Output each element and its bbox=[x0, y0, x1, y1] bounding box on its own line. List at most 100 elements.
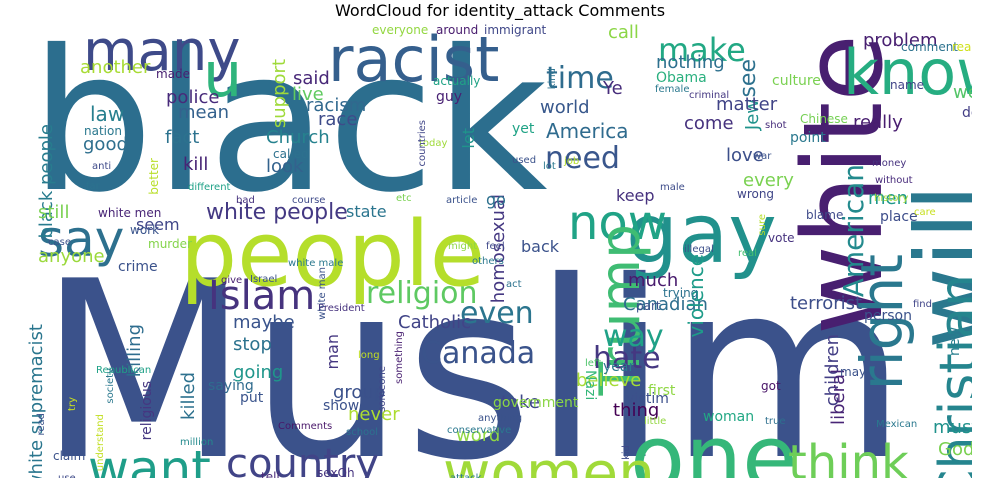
cloud-word: countries bbox=[417, 120, 428, 167]
cloud-word: men bbox=[868, 188, 909, 209]
cloud-word: find bbox=[913, 299, 932, 310]
cloud-word: thing bbox=[613, 400, 660, 421]
word-cloud: black Muslim people one white gay will racist wa… bbox=[28, 24, 972, 478]
cloud-word: know bbox=[843, 36, 972, 109]
cloud-word: well bbox=[953, 82, 972, 103]
cloud-word: called bbox=[273, 147, 309, 161]
cloud-word: Comments bbox=[278, 421, 333, 432]
cloud-word: bad bbox=[236, 195, 255, 206]
cloud-word: seem bbox=[136, 215, 180, 234]
cloud-word: case bbox=[48, 237, 71, 248]
cloud-word: comment bbox=[901, 40, 959, 54]
cloud-word: without bbox=[875, 175, 913, 186]
cloud-word: good bbox=[83, 134, 128, 155]
cloud-word: immigrant bbox=[484, 24, 547, 37]
cloud-word: come bbox=[684, 113, 734, 134]
cloud-word: every bbox=[743, 170, 794, 191]
cloud-word: used bbox=[512, 155, 537, 166]
cloud-word: long bbox=[358, 350, 380, 361]
cloud-word: Republican bbox=[96, 365, 152, 376]
cloud-word: look bbox=[266, 156, 304, 177]
cloud-word: support bbox=[269, 59, 290, 129]
cloud-word: gay bbox=[626, 187, 777, 282]
cloud-word: yet bbox=[512, 121, 535, 137]
cloud-word: going bbox=[233, 362, 284, 383]
cloud-word: conservative bbox=[447, 425, 512, 436]
cloud-word: woman bbox=[703, 409, 755, 425]
cloud-word: problem bbox=[863, 30, 938, 51]
cloud-word: God bbox=[938, 439, 972, 460]
cloud-word: nothing bbox=[656, 52, 725, 73]
cloud-word: victim bbox=[626, 391, 669, 407]
cloud-word: one bbox=[630, 406, 798, 479]
cloud-word: got bbox=[761, 379, 781, 393]
cloud-word: read bbox=[36, 413, 47, 436]
cloud-word: name bbox=[890, 78, 925, 92]
cloud-word: state bbox=[346, 202, 387, 221]
cloud-word: war bbox=[753, 151, 772, 162]
cloud-word: sure bbox=[757, 214, 768, 236]
cloud-word: etc bbox=[396, 193, 412, 204]
cloud-word: trying bbox=[663, 286, 699, 300]
cloud-word: word bbox=[456, 425, 501, 446]
cloud-word: saying bbox=[208, 378, 254, 394]
cloud-word: religion bbox=[366, 276, 478, 311]
cloud-word: made bbox=[156, 67, 191, 81]
cloud-word: Israel bbox=[250, 274, 278, 285]
cloud-word: actually bbox=[433, 74, 481, 88]
cloud-word: time bbox=[546, 61, 614, 96]
cloud-word: many bbox=[83, 24, 241, 84]
cloud-word: President bbox=[318, 303, 365, 314]
cloud-word: call bbox=[608, 24, 639, 43]
cloud-word: attack bbox=[450, 474, 481, 479]
cloud-word: u bbox=[203, 38, 243, 111]
cloud-word: Chinese bbox=[800, 112, 848, 126]
cloud-word: hate bbox=[593, 341, 661, 376]
cloud-word: stop bbox=[233, 334, 272, 355]
cloud-word: course bbox=[292, 195, 326, 206]
cloud-word: use bbox=[58, 474, 76, 479]
cloud-word: want bbox=[88, 440, 211, 478]
cloud-word: person bbox=[864, 308, 912, 324]
cloud-word: law bbox=[90, 102, 125, 126]
cloud-word: true bbox=[765, 416, 786, 427]
cloud-word: new bbox=[947, 327, 963, 356]
cloud-word: job bbox=[564, 156, 580, 167]
cloud-word: female bbox=[655, 84, 690, 95]
cloud-word: never bbox=[348, 404, 400, 425]
cloud-word: far bbox=[86, 181, 100, 192]
cloud-word: fact bbox=[165, 127, 200, 148]
cloud-word: different bbox=[188, 182, 231, 193]
chart-title: WordCloud for identity_attack Comments bbox=[334, 1, 666, 20]
cloud-word: Muslim bbox=[38, 229, 908, 478]
cloud-word: culture bbox=[772, 73, 821, 89]
cloud-word: point bbox=[790, 130, 826, 146]
cloud-word: terrorist bbox=[790, 293, 863, 314]
cloud-word: feel bbox=[486, 241, 505, 252]
cloud-word: way bbox=[603, 319, 664, 354]
cloud-word: white men bbox=[98, 206, 162, 220]
cloud-word: history bbox=[874, 193, 909, 204]
cloud-word: illegal bbox=[684, 244, 714, 255]
cloud-word: racism bbox=[306, 95, 367, 116]
cloud-word: sexOh bbox=[317, 466, 355, 478]
cloud-word: man bbox=[323, 334, 342, 370]
cloud-word: kill bbox=[183, 154, 209, 175]
cloud-word: police bbox=[166, 87, 220, 108]
cloud-word: act bbox=[506, 279, 522, 290]
cloud-word: matter bbox=[716, 94, 778, 115]
cloud-word: said bbox=[293, 68, 330, 89]
cloud-word: Ye bbox=[603, 78, 623, 99]
cloud-word: Obama bbox=[656, 70, 707, 86]
cloud-word: world bbox=[540, 97, 590, 118]
cloud-word: anti bbox=[92, 161, 112, 172]
cloud-word: Islam bbox=[208, 273, 316, 319]
cloud-word: claim bbox=[53, 449, 86, 463]
cloud-word: school bbox=[346, 427, 379, 438]
cloud-word: part bbox=[636, 299, 661, 313]
cloud-word: something bbox=[394, 331, 405, 384]
cloud-word: Canada bbox=[421, 336, 536, 371]
cloud-word: work bbox=[130, 223, 160, 237]
cloud-word: first bbox=[648, 383, 676, 399]
cloud-word: America bbox=[546, 119, 629, 143]
